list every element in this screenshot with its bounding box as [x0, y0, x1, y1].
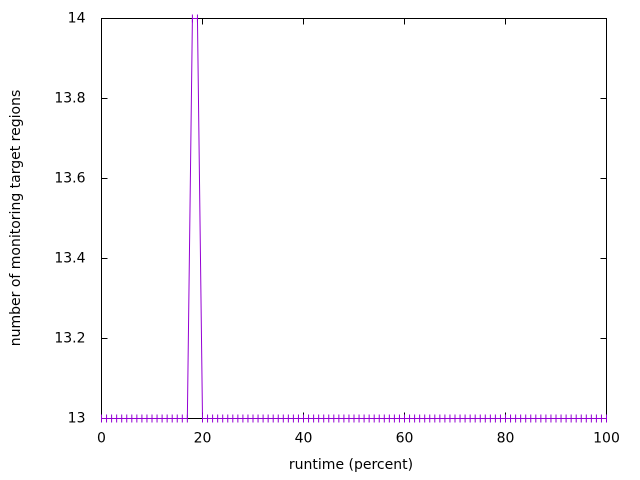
y-axis-label: number of monitoring target regions — [8, 90, 24, 347]
y-tick-label: 13.2 — [54, 331, 85, 347]
x-tick-label: 0 — [97, 431, 106, 447]
x-axis-label: runtime (percent) — [289, 457, 413, 473]
x-tick-label: 40 — [295, 431, 313, 447]
y-tick-label: 14 — [68, 11, 86, 27]
data-line — [101, 18, 607, 419]
plot-frame — [101, 18, 607, 419]
y-tick-label: 13.8 — [54, 91, 85, 107]
x-tick-label: 100 — [593, 431, 620, 447]
y-tick-label: 13 — [68, 411, 86, 427]
x-tick-label: 60 — [396, 431, 414, 447]
y-tick-label: 13.4 — [54, 251, 85, 267]
x-tick-label: 80 — [497, 431, 515, 447]
x-tick-label: 20 — [194, 431, 212, 447]
y-tick-label: 13.6 — [54, 171, 85, 187]
